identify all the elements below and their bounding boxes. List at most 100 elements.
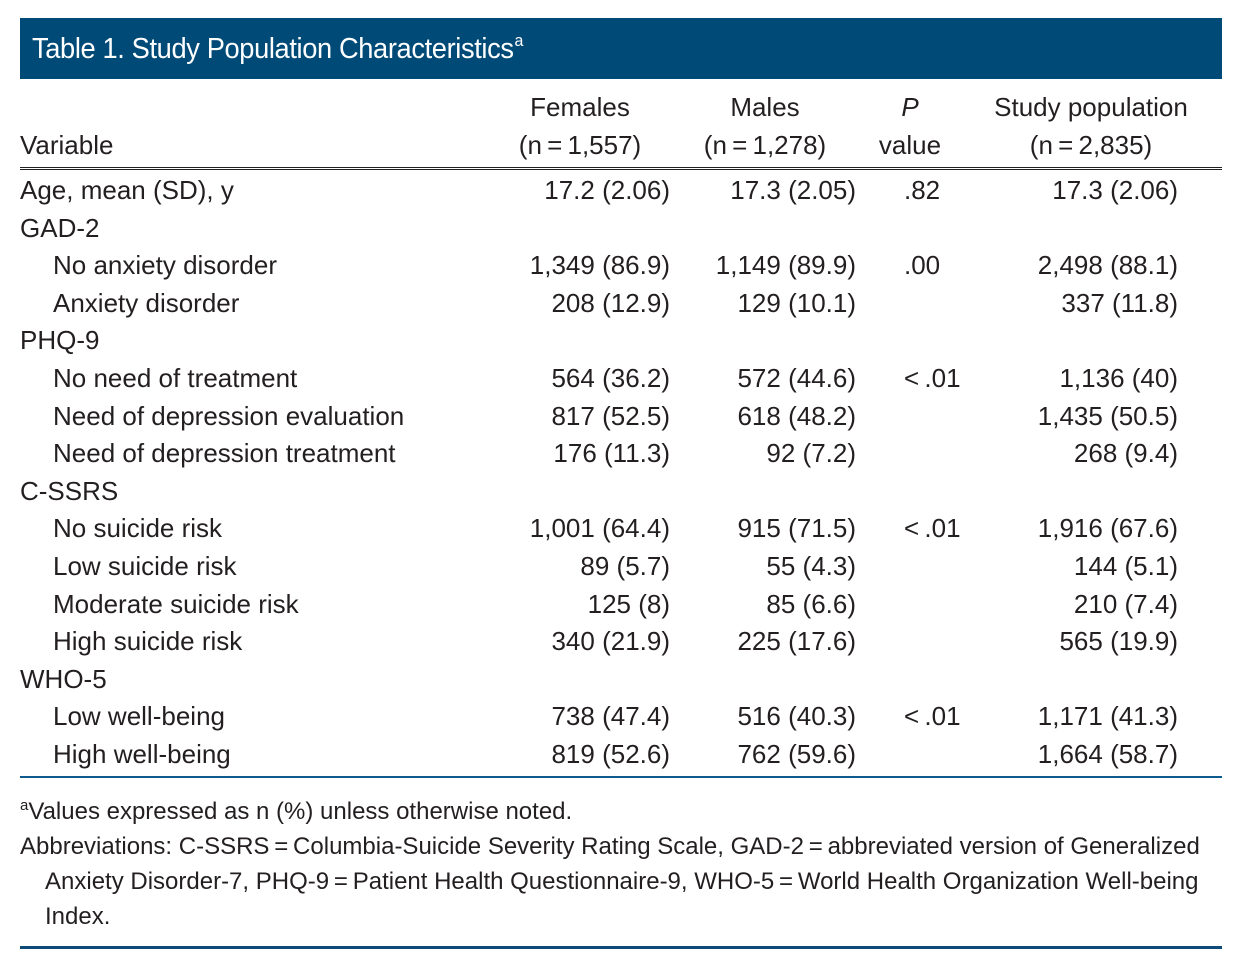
cell-variable: Anxiety disorder <box>53 287 240 318</box>
table-row-section: PHQ-9 <box>20 322 1222 360</box>
cell-males <box>670 661 860 699</box>
table-row: Low well-being 738 (47.4) 516 (40.3) < .01 1… <box>20 698 1222 736</box>
table-title-bar: Table 1. Study Population Characteristic… <box>20 18 1222 79</box>
table-row: No need of treatment 564 (36.2) 572 (44.6)… <box>20 360 1222 398</box>
cell-study-population <box>960 210 1222 248</box>
table-title-text: Table 1. Study Population Characteristic… <box>32 33 514 65</box>
column-header-study-population: Study population (n = 2,835) <box>960 79 1222 170</box>
cell-variable: Moderate suicide risk <box>53 588 299 619</box>
cell-p-value: < .01 <box>904 513 961 544</box>
cell-p-value <box>860 398 960 436</box>
cell-females <box>490 210 670 248</box>
column-header-males: Males (n = 1,278) <box>670 79 860 170</box>
cell-study-population: 17.3 (2.06) <box>1052 175 1178 205</box>
cell-study-population <box>960 322 1222 360</box>
cell-males: 618 (48.2) <box>737 400 856 431</box>
table-row: High well-being 819 (52.6) 762 (59.6) 1,664… <box>20 735 1222 778</box>
cell-females: 125 (8) <box>587 588 670 619</box>
table-row: Moderate suicide risk 125 (8) 85 (6.6) 210 … <box>20 586 1222 624</box>
cell-p-value: < .01 <box>904 362 961 393</box>
cell-study-population: 1,171 (41.3) <box>1037 701 1178 732</box>
cell-p-value: .00 <box>904 250 941 281</box>
cell-study-population: 144 (5.1) <box>1073 550 1178 581</box>
table-row: Need of depression treatment 176 (11.3) 92… <box>20 435 1222 473</box>
cell-study-population: 268 (9.4) <box>1073 438 1178 469</box>
cell-males <box>670 322 860 360</box>
abbreviations-note: Abbreviations: C-SSRS = Columbia-Suicide… <box>20 832 1200 930</box>
cell-p-value <box>860 735 960 778</box>
cell-males <box>670 473 860 511</box>
cell-p-value: .82 <box>904 175 941 205</box>
cell-study-population: 565 (19.9) <box>1059 626 1178 657</box>
table-row: No suicide risk 1,001 (64.4) 915 (71.5) < .… <box>20 510 1222 548</box>
cell-variable: Age, mean (SD), y <box>20 175 234 205</box>
header-row: Variable Females (n = 1,557) Males (n = … <box>20 79 1222 170</box>
cell-p-value <box>860 473 960 511</box>
cell-females: 1,349 (86.9) <box>529 250 670 281</box>
cell-males: 129 (10.1) <box>737 287 856 318</box>
cell-males: 1,149 (89.9) <box>715 250 856 281</box>
cell-variable: GAD-2 <box>20 212 100 243</box>
cell-females <box>490 661 670 699</box>
cell-females: 89 (5.7) <box>580 550 670 581</box>
cell-variable: High well-being <box>20 735 490 778</box>
cell-females: 1,001 (64.4) <box>529 513 670 544</box>
cell-study-population: 337 (11.8) <box>1061 287 1178 318</box>
cell-p-value <box>860 661 960 699</box>
cell-study-population: 1,664 (58.7) <box>960 735 1222 778</box>
title-footnote-marker: a <box>514 31 524 50</box>
cell-p-value <box>860 623 960 661</box>
column-header-females: Females (n = 1,557) <box>490 79 670 170</box>
cell-males: 55 (4.3) <box>766 550 856 581</box>
cell-males: 516 (40.3) <box>737 701 856 732</box>
cell-males: 92 (7.2) <box>766 438 856 469</box>
cell-p-value: < .01 <box>904 701 961 732</box>
cell-males <box>670 210 860 248</box>
cell-variable: PHQ-9 <box>20 325 100 356</box>
cell-males: 762 (59.6) <box>670 735 860 778</box>
cell-males: 572 (44.6) <box>737 362 856 393</box>
cell-variable: Need of depression evaluation <box>53 400 405 431</box>
cell-variable: No suicide risk <box>53 513 223 544</box>
table-row: Need of depression evaluation 817 (52.5) 6… <box>20 398 1222 436</box>
cell-males: 225 (17.6) <box>737 626 856 657</box>
cell-study-population: 1,916 (67.6) <box>1037 513 1178 544</box>
table-body: Age, mean (SD), y 17.2 (2.06) 17.3 (2.05).… <box>20 169 1222 778</box>
table-figure: Table 1. Study Population Characteristic… <box>20 18 1222 949</box>
table-row: No anxiety disorder 1,349 (86.9) 1,149 (89… <box>20 247 1222 285</box>
table-row: Low suicide risk 89 (5.7) 55 (4.3) 144 (5.1… <box>20 548 1222 586</box>
column-header-variable: Variable <box>20 79 490 170</box>
characteristics-table: Variable Females (n = 1,557) Males (n = … <box>20 79 1222 778</box>
cell-females: 176 (11.3) <box>553 438 670 469</box>
cell-females: 564 (36.2) <box>551 362 670 393</box>
footnote: aValues expressed as n (%) unless otherw… <box>20 796 573 825</box>
table-row: Anxiety disorder 208 (12.9) 129 (10.1) 337 … <box>20 285 1222 323</box>
cell-females <box>490 473 670 511</box>
table-row-section: GAD-2 <box>20 210 1222 248</box>
table-row-section: WHO-5 <box>20 661 1222 699</box>
cell-variable: WHO-5 <box>20 663 107 694</box>
cell-p-value <box>860 435 960 473</box>
column-header-p-value: P value <box>860 79 960 170</box>
cell-study-population: 2,498 (88.1) <box>1037 250 1178 281</box>
cell-study-population <box>960 473 1222 511</box>
cell-p-value <box>860 322 960 360</box>
cell-p-value <box>860 548 960 586</box>
cell-females: 17.2 (2.06) <box>544 175 670 205</box>
table-title: Table 1. Study Population Characteristic… <box>32 31 523 66</box>
cell-females <box>490 322 670 360</box>
table-row-section: C-SSRS <box>20 473 1222 511</box>
cell-females: 208 (12.9) <box>551 287 670 318</box>
cell-p-value <box>860 285 960 323</box>
cell-females: 819 (52.6) <box>490 735 670 778</box>
cell-study-population: 1,136 (40) <box>1059 362 1178 393</box>
cell-females: 340 (21.9) <box>551 626 670 657</box>
cell-variable: Need of depression treatment <box>53 438 396 469</box>
cell-variable: Low suicide risk <box>53 550 237 581</box>
cell-variable: C-SSRS <box>20 475 119 506</box>
cell-variable: High suicide risk <box>53 626 243 657</box>
cell-variable: No need of treatment <box>53 362 298 393</box>
cell-variable: Low well-being <box>53 701 225 732</box>
cell-study-population <box>960 661 1222 699</box>
cell-males: 17.3 (2.05) <box>730 175 856 205</box>
